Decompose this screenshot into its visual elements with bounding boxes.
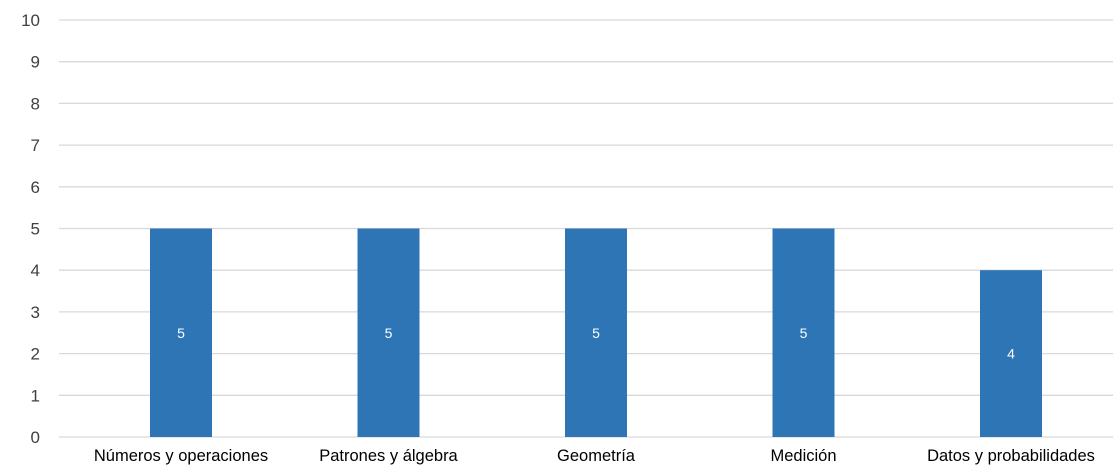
data-label-4: 5	[800, 325, 808, 341]
data-label-5: 4	[1007, 346, 1015, 362]
y-tick-label-2: 2	[31, 345, 40, 364]
y-axis-tick-labels: 0 1 2 3 4 5 6 7 8 9 10	[21, 11, 40, 447]
y-tick-label-7: 7	[31, 136, 40, 155]
bars	[150, 228, 1042, 437]
y-tick-label-10: 10	[21, 11, 40, 30]
x-category-label-3: Geometría	[557, 447, 636, 465]
y-tick-label-6: 6	[31, 178, 40, 197]
y-tick-label-4: 4	[31, 261, 40, 280]
bar-2	[357, 228, 420, 437]
y-tick-label-3: 3	[31, 303, 40, 322]
y-tick-label-8: 8	[31, 94, 40, 113]
x-category-label-2: Patrones y álgebra	[319, 447, 458, 465]
x-category-label-1: Números y operaciones	[94, 447, 268, 465]
data-label-3: 5	[592, 325, 600, 341]
x-category-label-5: Datos y probabilidades	[927, 447, 1095, 465]
data-label-1: 5	[177, 325, 185, 341]
x-category-label-4: Medición	[770, 447, 836, 465]
data-labels: 5 5 5 5 4	[177, 325, 1015, 362]
bar-4	[772, 228, 835, 437]
y-tick-label-1: 1	[31, 386, 40, 405]
y-tick-label-5: 5	[31, 220, 40, 239]
data-label-2: 5	[385, 325, 393, 341]
y-tick-label-9: 9	[31, 53, 40, 72]
bar-1	[150, 228, 212, 437]
x-axis-category-labels: Números y operaciones Patrones y álgebra G…	[94, 447, 1095, 465]
bar-5	[980, 270, 1042, 437]
y-tick-label-0: 0	[31, 428, 40, 447]
bar-3	[565, 228, 627, 437]
